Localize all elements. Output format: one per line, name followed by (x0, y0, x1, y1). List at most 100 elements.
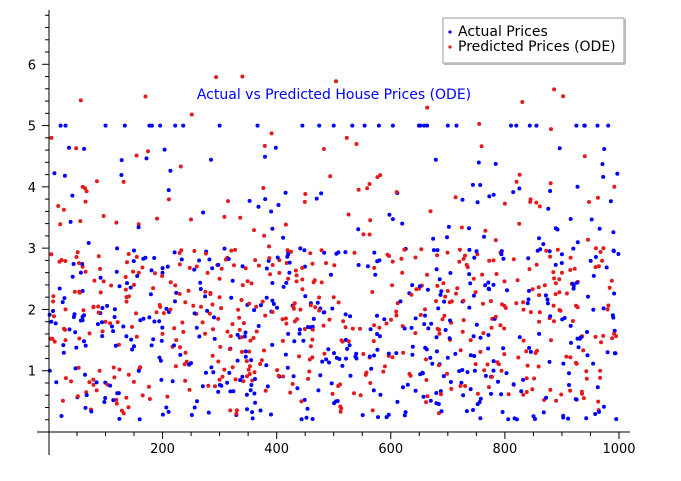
actual-price-point (53, 321, 58, 326)
actual-price-point (375, 332, 379, 336)
actual-price-point (573, 397, 578, 402)
actual-price-point (517, 186, 522, 191)
predicted-price-point (297, 354, 302, 359)
actual-price-point (67, 327, 72, 332)
actual-price-point (472, 354, 477, 358)
actual-price-point (276, 203, 281, 207)
predicted-price-point (192, 249, 197, 253)
actual-price-point (588, 258, 593, 263)
actual-price-point (493, 161, 498, 166)
predicted-price-point (186, 288, 191, 293)
actual-price-point (371, 388, 376, 393)
predicted-price-point (246, 367, 251, 372)
actual-price-point (210, 266, 215, 271)
actual-price-point (269, 412, 273, 417)
predicted-price-point (502, 352, 507, 357)
actual-price-point (243, 349, 248, 354)
actual-price-point (82, 146, 87, 151)
actual-price-point (410, 352, 415, 357)
actual-price-point (447, 336, 452, 341)
predicted-price-point (109, 283, 114, 288)
predicted-price-point (477, 121, 482, 126)
actual-price-point (252, 391, 257, 396)
predicted-price-point (78, 98, 83, 103)
actual-price-point (448, 271, 453, 275)
predicted-price-point (601, 333, 606, 338)
predicted-price-point (524, 349, 529, 354)
actual-price-point (526, 297, 531, 302)
actual-price-point (375, 347, 380, 352)
actual-price-point (166, 409, 171, 414)
predicted-price-point (458, 384, 463, 388)
predicted-price-point (234, 408, 239, 413)
actual-price-point (281, 284, 286, 289)
predicted-price-point (553, 292, 558, 297)
predicted-price-point (178, 164, 183, 169)
predicted-price-point (413, 331, 418, 336)
actual-price-point (286, 331, 291, 336)
actual-price-point (304, 415, 309, 420)
actual-price-point (287, 260, 292, 265)
actual-price-point (84, 393, 89, 398)
predicted-price-point (338, 409, 343, 414)
actual-price-point (431, 236, 436, 241)
actual-price-point (83, 343, 88, 348)
predicted-price-point (377, 325, 382, 330)
predicted-price-point (371, 339, 376, 344)
predicted-price-point (126, 252, 131, 256)
predicted-price-point (136, 270, 141, 275)
predicted-price-point (217, 377, 222, 382)
actual-price-point (483, 373, 488, 378)
actual-price-point (545, 297, 550, 302)
actual-price-point (240, 374, 245, 379)
actual-price-point (445, 123, 450, 128)
predicted-price-point (581, 396, 586, 401)
actual-price-point (73, 330, 78, 335)
predicted-price-point (114, 397, 119, 402)
predicted-price-point (284, 261, 289, 265)
predicted-price-point (596, 264, 601, 269)
actual-price-point (217, 123, 222, 128)
actual-price-point (559, 252, 564, 257)
actual-price-point (160, 412, 165, 417)
predicted-price-point (358, 393, 363, 398)
actual-price-point (192, 405, 197, 410)
predicted-price-point (238, 215, 243, 220)
predicted-price-point (306, 376, 311, 381)
actual-price-point (356, 263, 361, 267)
actual-price-point (575, 336, 580, 341)
predicted-price-point (310, 337, 315, 342)
predicted-price-point (91, 377, 96, 382)
actual-price-point (582, 123, 587, 128)
actual-price-point (119, 173, 124, 177)
predicted-price-point (599, 340, 603, 345)
actual-price-point (201, 210, 206, 215)
predicted-price-point (75, 394, 80, 399)
actual-price-point (327, 360, 331, 365)
predicted-price-point (283, 222, 288, 227)
predicted-price-point (506, 392, 511, 397)
actual-price-point (324, 357, 329, 362)
actual-price-point (537, 236, 541, 241)
predicted-price-point (574, 361, 579, 366)
actual-price-point (445, 235, 449, 240)
actual-price-point (297, 331, 302, 336)
actual-price-point (390, 123, 395, 128)
predicted-price-point (607, 285, 612, 290)
actual-price-point (152, 256, 157, 260)
actual-price-point (205, 308, 210, 313)
predicted-price-point (280, 338, 285, 343)
actual-price-point (258, 408, 263, 413)
actual-price-point (474, 249, 479, 254)
actual-price-point (384, 415, 389, 420)
predicted-price-point (103, 319, 108, 324)
predicted-price-point (96, 254, 101, 259)
actual-price-point (78, 318, 83, 323)
predicted-price-point (63, 338, 68, 343)
actual-price-point (298, 246, 303, 251)
actual-price-point (602, 147, 607, 151)
predicted-price-point (455, 286, 460, 291)
predicted-price-point (354, 142, 359, 146)
actual-price-point (476, 160, 481, 165)
actual-price-point (147, 123, 152, 128)
